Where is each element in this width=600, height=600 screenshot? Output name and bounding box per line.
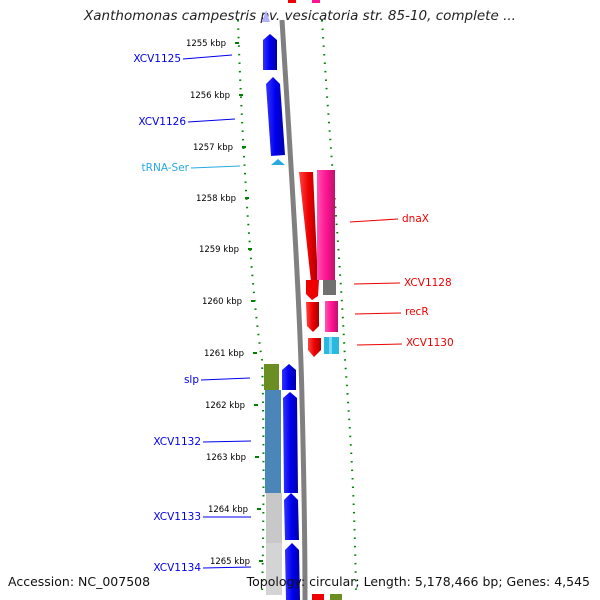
leader-line xyxy=(187,118,236,123)
ruler-tick-label: 1265 kbp xyxy=(210,557,250,567)
feature-label-xcv1126[interactable]: XCV1126 xyxy=(138,116,186,128)
leader-line xyxy=(200,377,251,381)
xcv1134-cds-block[interactable] xyxy=(285,543,300,600)
trna-ser-block[interactable] xyxy=(271,159,285,165)
xcv1133-gray-block[interactable] xyxy=(266,493,282,543)
leader-line xyxy=(353,282,401,285)
ruler-tick-label: 1255 kbp xyxy=(186,39,226,49)
accession-text: Accession: NC_007508 xyxy=(8,574,151,589)
xcv1132-steel-block[interactable] xyxy=(265,390,281,493)
ruler-tick-label: 1264 kbp xyxy=(208,505,248,515)
feature-label-trna-ser[interactable]: tRNA-Ser xyxy=(142,162,190,174)
recR-red-block[interactable] xyxy=(306,302,319,332)
ruler-tick-label: 1263 kbp xyxy=(206,453,246,463)
xcv1133-cds-block[interactable] xyxy=(284,493,299,540)
feature-label-recr[interactable]: recR xyxy=(405,306,429,318)
dnaX-pink-block[interactable] xyxy=(317,170,335,280)
leader-line xyxy=(354,312,402,315)
left-feature-labels: XCV1125 XCV1126 tRNA-Ser slp XCV1132 XCV1133 X… xyxy=(133,53,252,574)
ruler-tick-label: 1261 kbp xyxy=(204,349,244,359)
leader-line xyxy=(356,343,403,346)
leader-line xyxy=(182,54,233,60)
genome-summary-text: Topology: circular; Length: 5,178,466 bp… xyxy=(246,574,590,589)
cds-block-xcv1125[interactable] xyxy=(263,34,277,70)
cds-block-xcv1126[interactable] xyxy=(266,77,285,156)
dnaX-red-block[interactable] xyxy=(299,172,318,282)
xcv1132-cds-block[interactable] xyxy=(283,392,298,493)
feature-label-xcv1130[interactable]: XCV1130 xyxy=(406,337,454,349)
leader-line xyxy=(202,566,252,569)
feature-label-slp[interactable]: slp xyxy=(184,374,199,386)
feature-label-xcv1125[interactable]: XCV1125 xyxy=(133,53,181,65)
feature-label-xcv1133[interactable]: XCV1133 xyxy=(153,511,201,523)
ruler-labels: 1255 kbp 1256 kbp 1257 kbp 1258 kbp 1259 kbp… xyxy=(186,39,263,567)
leader-line xyxy=(202,440,252,443)
feature-label-xcv1128[interactable]: XCV1128 xyxy=(404,277,452,289)
slp-olive-block[interactable] xyxy=(264,364,279,390)
feature-label-dnax[interactable]: dnaX xyxy=(402,213,429,225)
ruler-tick-label: 1256 kbp xyxy=(190,91,230,101)
ruler-tick-label: 1259 kbp xyxy=(199,245,239,255)
feature-label-xcv1132[interactable]: XCV1132 xyxy=(153,436,201,448)
ruler-tick-label: 1257 kbp xyxy=(193,143,233,153)
recR-pink-block[interactable] xyxy=(325,301,338,332)
ruler-tick-label: 1262 kbp xyxy=(205,401,245,411)
map-title: Xanthomonas campestris pv. vesicatoria s… xyxy=(84,8,516,24)
xcv1130-red-block[interactable] xyxy=(308,338,321,357)
ruler-tick-label: 1258 kbp xyxy=(196,194,236,204)
ruler-tick-label: 1260 kbp xyxy=(202,297,242,307)
ruler-dots-right xyxy=(321,19,357,596)
slp-cds-block[interactable] xyxy=(282,364,296,390)
feature-label-xcv1134[interactable]: XCV1134 xyxy=(153,562,201,574)
leader-line xyxy=(190,165,241,169)
right-feature-labels: dnaX XCV1128 recR XCV1130 xyxy=(349,213,454,349)
leader-line xyxy=(349,218,399,223)
backbone-line xyxy=(279,19,308,600)
